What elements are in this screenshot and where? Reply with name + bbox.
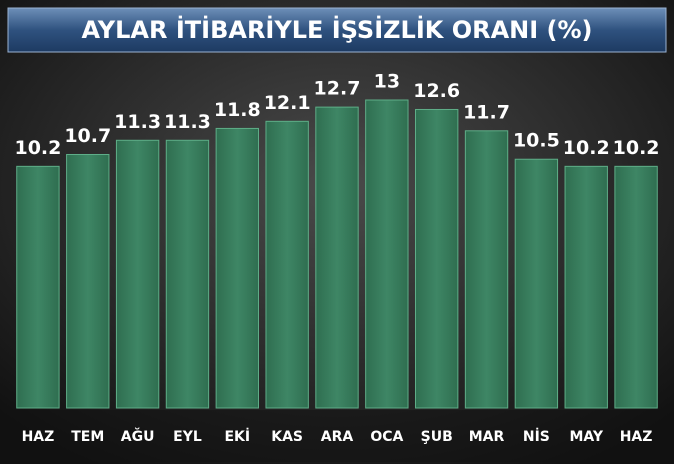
value-label: 11.7 <box>463 101 510 123</box>
x-tick-label: KAS <box>271 429 303 445</box>
value-label: 12.6 <box>413 80 460 102</box>
bar <box>265 120 309 409</box>
bar <box>564 165 608 409</box>
value-label: 11.3 <box>114 111 161 133</box>
bar <box>514 158 559 409</box>
x-tick-label: NİS <box>523 428 550 445</box>
x-tick-label: ARA <box>321 429 354 445</box>
bar <box>365 99 409 409</box>
value-label: 10.5 <box>513 130 560 152</box>
x-tick-label: HAZ <box>22 429 55 445</box>
value-label: 10.2 <box>563 137 610 159</box>
x-tick-label: OCA <box>370 429 403 445</box>
value-label: 10.2 <box>14 137 61 159</box>
value-label: 10.7 <box>64 125 111 147</box>
x-tick-label: ŞUB <box>421 429 453 445</box>
x-tick-label: MAY <box>569 429 603 445</box>
bar <box>464 130 509 409</box>
value-label: 11.8 <box>214 99 261 121</box>
x-tick-label: EYL <box>173 429 202 445</box>
x-tick-label: AĞU <box>121 427 155 445</box>
x-tick-label: EKİ <box>224 428 250 445</box>
bar <box>415 108 459 409</box>
x-tick-label: MAR <box>469 429 505 445</box>
bar <box>66 153 110 409</box>
title-bar <box>7 7 667 53</box>
label-strip <box>10 410 664 462</box>
value-label: 13 <box>374 71 400 93</box>
x-tick-label: HAZ <box>620 429 653 445</box>
bar <box>165 139 210 409</box>
value-label: 12.1 <box>264 92 311 114</box>
value-label: 12.7 <box>314 78 361 100</box>
bar <box>215 127 259 409</box>
bar <box>16 165 60 409</box>
chart-title: AYLAR İTİBARİYLE İŞSİZLİK ORANI (%) <box>81 15 592 44</box>
value-label: 10.2 <box>613 137 660 159</box>
bar <box>315 106 359 409</box>
value-label: 11.3 <box>164 111 211 133</box>
bar <box>614 165 658 409</box>
bar <box>115 139 160 409</box>
x-tick-label: TEM <box>71 429 104 445</box>
